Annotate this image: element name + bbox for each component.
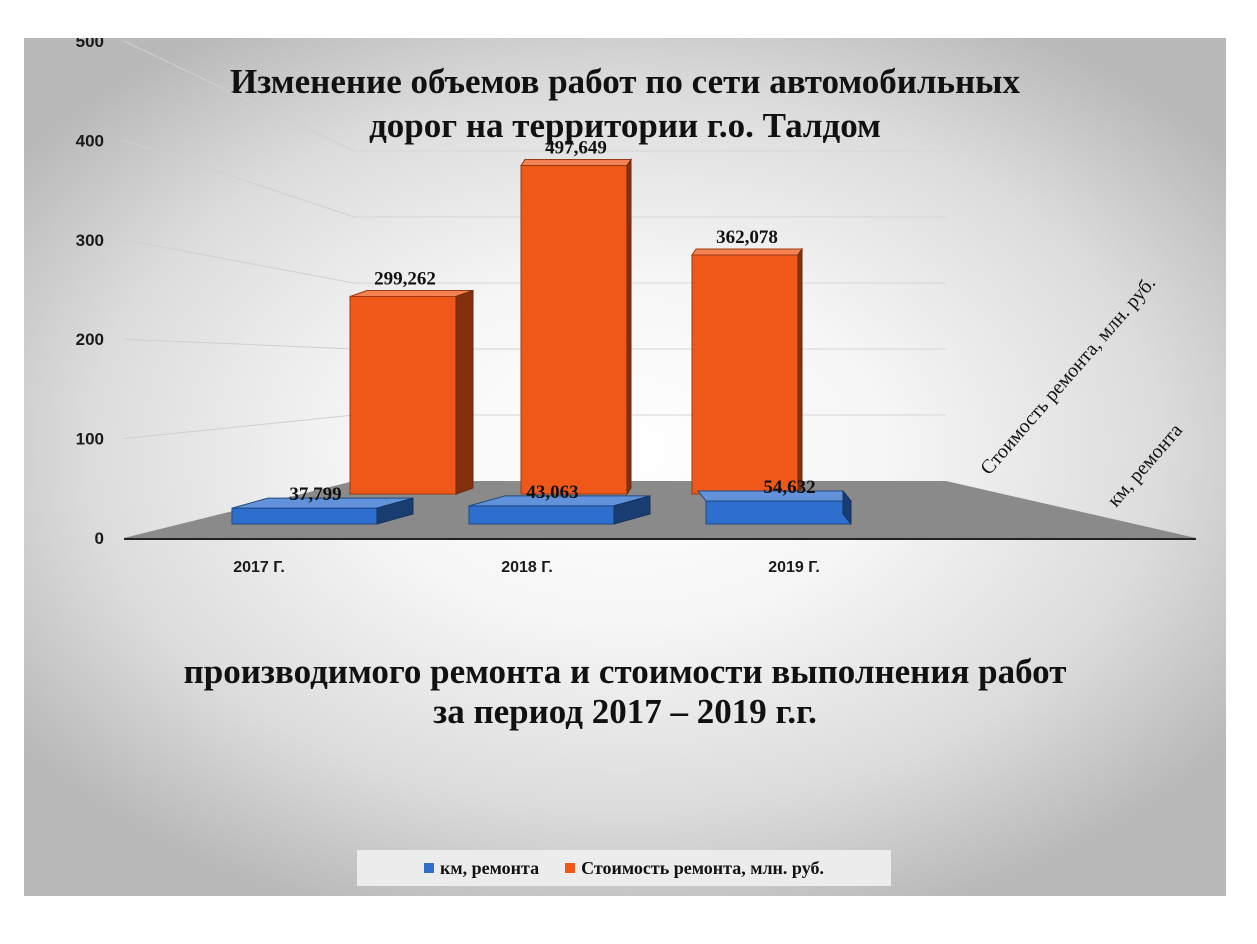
data-label-km: 54,632	[763, 477, 815, 498]
legend-swatch-km	[424, 863, 435, 873]
bar-km-side	[613, 495, 651, 525]
y-tick-label: 400	[76, 131, 104, 150]
gridline-side	[123, 414, 355, 440]
legend-label-km: км, ремонта	[440, 857, 540, 878]
gridline-side	[123, 338, 355, 350]
chart-subtitle-line-2: за период 2017 – 2019 г.г.	[433, 692, 817, 731]
gridline-side	[123, 239, 355, 284]
y-tick-label: 500	[76, 38, 104, 51]
bar-km-side	[842, 489, 852, 526]
chart-title-line-1: Изменение объемов работ по сети автомоби…	[230, 62, 1020, 101]
y-tick-label: 100	[76, 430, 104, 449]
bar-cost	[691, 254, 799, 495]
gridline-side	[123, 139, 355, 218]
legend-swatch-cost	[565, 863, 576, 873]
y-tick-label: 0	[95, 529, 104, 548]
depth-axis-label-cost: Стоимость ремонта, млн. руб.	[976, 272, 1160, 479]
bar-km	[231, 507, 378, 525]
data-label-km: 43,063	[526, 482, 578, 503]
legend-item-km: км, ремонта	[424, 858, 539, 879]
bar-cost-top	[520, 159, 632, 167]
legend-item-cost: Стоимость ремонта, млн. руб.	[565, 858, 824, 879]
depth-axis-label-km: км, ремонта	[1103, 419, 1187, 511]
chart-plot: 0 100 200 300 400 500 299,262 497,649 362,078 37,…	[76, 38, 1196, 576]
bar-cost-side	[797, 247, 803, 496]
y-tick-label: 300	[76, 231, 104, 250]
chart-frame: Изменение объемов работ по сети автомоби…	[24, 38, 1226, 896]
gridline-side	[123, 40, 355, 152]
bar-cost-top	[349, 289, 474, 297]
bar-cost-side	[626, 157, 632, 496]
bar-cost	[520, 165, 628, 495]
bar-cost-top	[691, 248, 803, 256]
data-label-cost: 362,078	[716, 227, 778, 248]
bar-cost-side	[455, 289, 474, 495]
bar-km-side	[376, 497, 414, 525]
bar-km	[468, 505, 615, 525]
data-label-km: 37,799	[289, 484, 341, 505]
chart-subtitle-line-1: производимого ремонта и стоимости выполн…	[183, 652, 1067, 691]
bar-cost	[349, 295, 457, 495]
bar-km	[705, 500, 852, 525]
legend-label-cost: Стоимость ремонта, млн. руб.	[581, 857, 824, 878]
chart-title-line-2: дорог на территории г.о. Талдом	[369, 106, 881, 145]
x-category-label: 2017 Г.	[233, 559, 285, 576]
data-label-cost: 299,262	[374, 268, 436, 289]
legend: км, ремонта Стоимость ремонта, млн. руб.	[357, 850, 891, 886]
y-tick-label: 200	[76, 330, 104, 349]
data-label-cost: 497,649	[545, 138, 607, 159]
x-category-label: 2018 Г.	[501, 559, 553, 576]
x-category-label: 2019 Г.	[768, 559, 820, 576]
chart-floor	[124, 481, 1196, 538]
